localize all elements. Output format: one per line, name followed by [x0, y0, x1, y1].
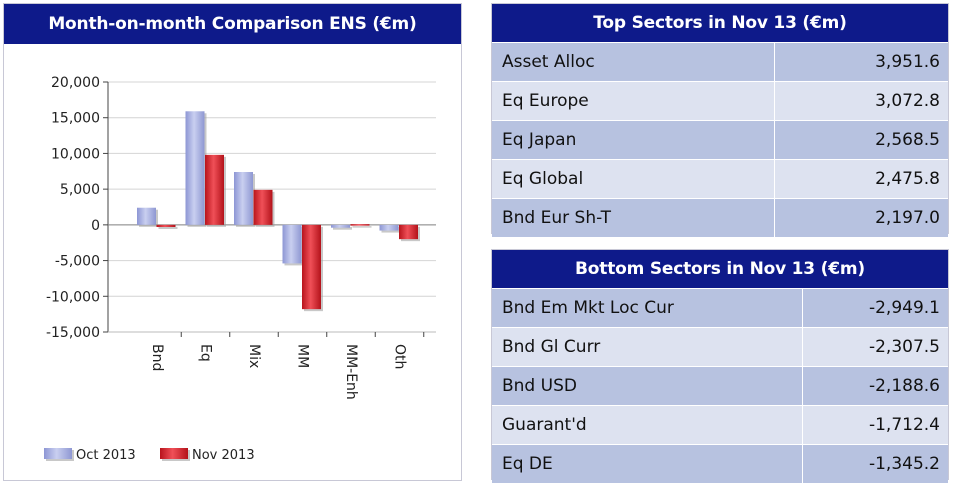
y-tick-label: 10,000	[51, 146, 100, 162]
top-sectors-title: Top Sectors in Nov 13 (€m)	[492, 4, 948, 42]
x-tick-label: MM-Enh	[343, 344, 359, 400]
sector-name: Bnd Em Mkt Loc Cur	[492, 288, 802, 328]
sector-value: -1,712.4	[801, 405, 948, 445]
bar-nov-2013	[156, 224, 176, 227]
table-row: Asset Alloc 3,951.6	[492, 42, 948, 82]
legend-label: Oct 2013	[76, 448, 136, 463]
sector-name: Bnd USD	[492, 366, 802, 406]
table-row: Bnd Eur Sh-T 2,197.0	[492, 198, 948, 237]
y-tick-label: -15,000	[46, 325, 100, 341]
bar-nov-2013	[350, 224, 370, 226]
y-tick-label: -10,000	[46, 289, 100, 305]
bar-nov-2013	[253, 189, 273, 225]
bar-nov-2013	[302, 224, 321, 310]
sector-value: 2,197.0	[774, 198, 948, 237]
chart-panel: Month-on-month Comparison ENS (€m) 20,00…	[3, 3, 462, 481]
bar-oct-2013	[282, 224, 302, 264]
y-tick-label: -5,000	[55, 254, 100, 270]
sector-name: Eq DE	[492, 444, 802, 483]
sector-value: 3,072.8	[774, 81, 948, 121]
top-sectors-panel: Top Sectors in Nov 13 (€m) Asset Alloc 3…	[491, 3, 949, 237]
sector-value: 2,568.5	[774, 120, 948, 160]
sector-value: -1,345.2	[801, 444, 948, 483]
x-tick-label: Eq	[198, 344, 214, 362]
table-row: Eq Global 2,475.8	[492, 159, 948, 199]
x-tick-label: Oth	[392, 344, 408, 369]
sector-value: -2,188.6	[801, 366, 948, 406]
table-row: Guarant'd -1,712.4	[492, 405, 948, 445]
sector-name: Eq Europe	[492, 81, 775, 121]
bar-shadow	[352, 226, 372, 228]
sector-name: Eq Japan	[492, 120, 775, 160]
table-row: Bnd Em Mkt Loc Cur -2,949.1	[492, 288, 948, 328]
legend-swatch	[160, 448, 188, 459]
sector-name: Guarant'd	[492, 405, 802, 445]
bar-oct-2013	[234, 172, 253, 225]
bar-oct-2013	[185, 111, 205, 225]
bar-shadow	[158, 226, 178, 229]
table-row: Eq Japan 2,568.5	[492, 120, 948, 160]
bar-shadow	[333, 226, 352, 230]
top-sectors-table: Asset Alloc 3,951.6 Eq Europe 3,072.8 Eq…	[492, 42, 948, 237]
sector-value: 2,475.8	[774, 159, 948, 199]
x-tick-label: MM	[295, 344, 311, 368]
bar-nov-2013	[205, 154, 224, 225]
y-tick-label: 0	[91, 218, 100, 234]
bar-oct-2013	[137, 207, 156, 225]
sector-name: Bnd Gl Curr	[492, 327, 802, 367]
y-tick-label: 20,000	[51, 75, 100, 91]
sector-name: Eq Global	[492, 159, 775, 199]
bottom-sectors-table: Bnd Em Mkt Loc Cur -2,949.1 Bnd Gl Curr …	[492, 288, 948, 483]
bottom-sectors-title: Bottom Sectors in Nov 13 (€m)	[492, 250, 948, 288]
bar-nov-2013	[399, 224, 418, 240]
sector-name: Asset Alloc	[492, 42, 775, 82]
sector-value: -2,307.5	[801, 327, 948, 367]
table-row: Bnd Gl Curr -2,307.5	[492, 327, 948, 367]
sector-value: -2,949.1	[801, 288, 948, 328]
table-row: Eq DE -1,345.2	[492, 444, 948, 483]
bar-oct-2013	[331, 224, 350, 228]
chart-title: Month-on-month Comparison ENS (€m)	[4, 4, 461, 44]
bar-oct-2013	[379, 224, 399, 231]
sector-value: 3,951.6	[774, 42, 948, 82]
x-tick-label: Mix	[246, 344, 262, 368]
legend-swatch	[44, 448, 72, 459]
bottom-sectors-panel: Bottom Sectors in Nov 13 (€m) Bnd Em Mkt…	[491, 249, 949, 483]
table-row: Bnd USD -2,188.6	[492, 366, 948, 406]
y-tick-label: 15,000	[51, 111, 100, 127]
legend-label: Nov 2013	[192, 448, 255, 463]
y-tick-label: 5,000	[60, 182, 100, 198]
sector-name: Bnd Eur Sh-T	[492, 198, 775, 237]
table-row: Eq Europe 3,072.8	[492, 81, 948, 121]
bar-chart: 20,000 15,000 10,000 5,000 0 -5,000 -10,000 -15…	[44, 75, 436, 463]
x-tick-label: Bnd	[149, 344, 165, 371]
